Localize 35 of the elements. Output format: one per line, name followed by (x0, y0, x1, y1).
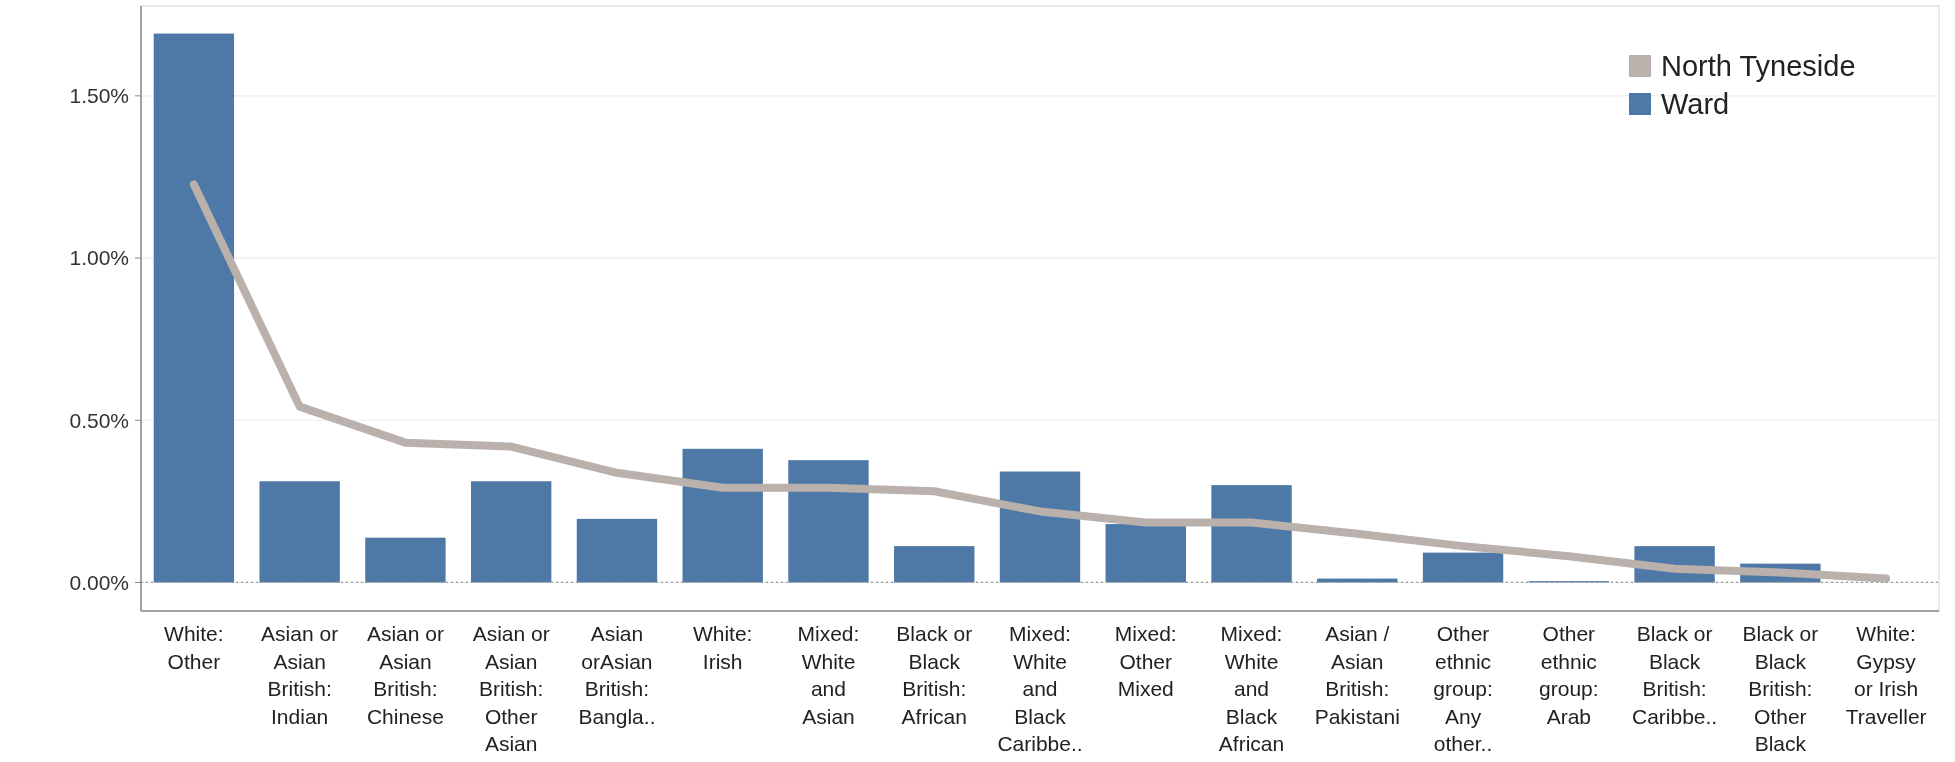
x-tick-label: Other ethnic group: Arab (1539, 622, 1599, 728)
y-tick-label: 1.00% (69, 246, 129, 270)
x-tick-label: Mixed: White and Black African (1218, 622, 1285, 755)
x-tick-label: Asian or Asian British: Chinese (366, 622, 444, 728)
x-tick-label: Asian or Asian British: Other Asian (472, 622, 550, 755)
bar (999, 471, 1081, 583)
x-tick-label: Asian / Asian British: Pakistani (1314, 622, 1400, 728)
x-tick-label: Asian or Asian British: Indian (261, 622, 339, 728)
bar (1422, 552, 1504, 583)
bar (365, 537, 446, 583)
bar (576, 518, 658, 583)
x-tick-label: Mixed: White and Black Caribbe.. (997, 622, 1083, 755)
bar (894, 546, 975, 583)
x-tick-label: Black or Black British: African (896, 622, 973, 728)
x-tick-label: Black or Black British: Caribbe.. (1631, 622, 1718, 728)
bar (259, 481, 340, 583)
bar (682, 448, 763, 583)
bar (470, 481, 552, 583)
bar (1105, 524, 1186, 583)
x-tick-label: Mixed: White and Asian (797, 622, 860, 728)
x-tick-label: Other ethnic group: Any other.. (1433, 622, 1493, 755)
x-tick-label: Mixed: Other Mixed (1114, 622, 1177, 700)
bar (1211, 485, 1292, 583)
x-tick-label: Asian orAsian British: Bangla.. (578, 622, 656, 728)
y-tick-label: 0.50% (69, 408, 129, 432)
x-tick-label: White: Other (164, 622, 224, 673)
bar (788, 460, 869, 583)
bar (153, 33, 235, 583)
x-tick-label: White: Gypsy or Irish Traveller (1845, 622, 1927, 728)
x-tick-label: White: Irish (692, 622, 753, 673)
x-tick-label: Black or Black British: Other Black (1742, 622, 1819, 755)
y-tick-label: 1.50% (69, 84, 129, 108)
legend-label: Ward (1661, 88, 1730, 121)
y-tick-label: 0.00% (69, 570, 129, 594)
legend-label: North Tyneside (1661, 50, 1856, 83)
